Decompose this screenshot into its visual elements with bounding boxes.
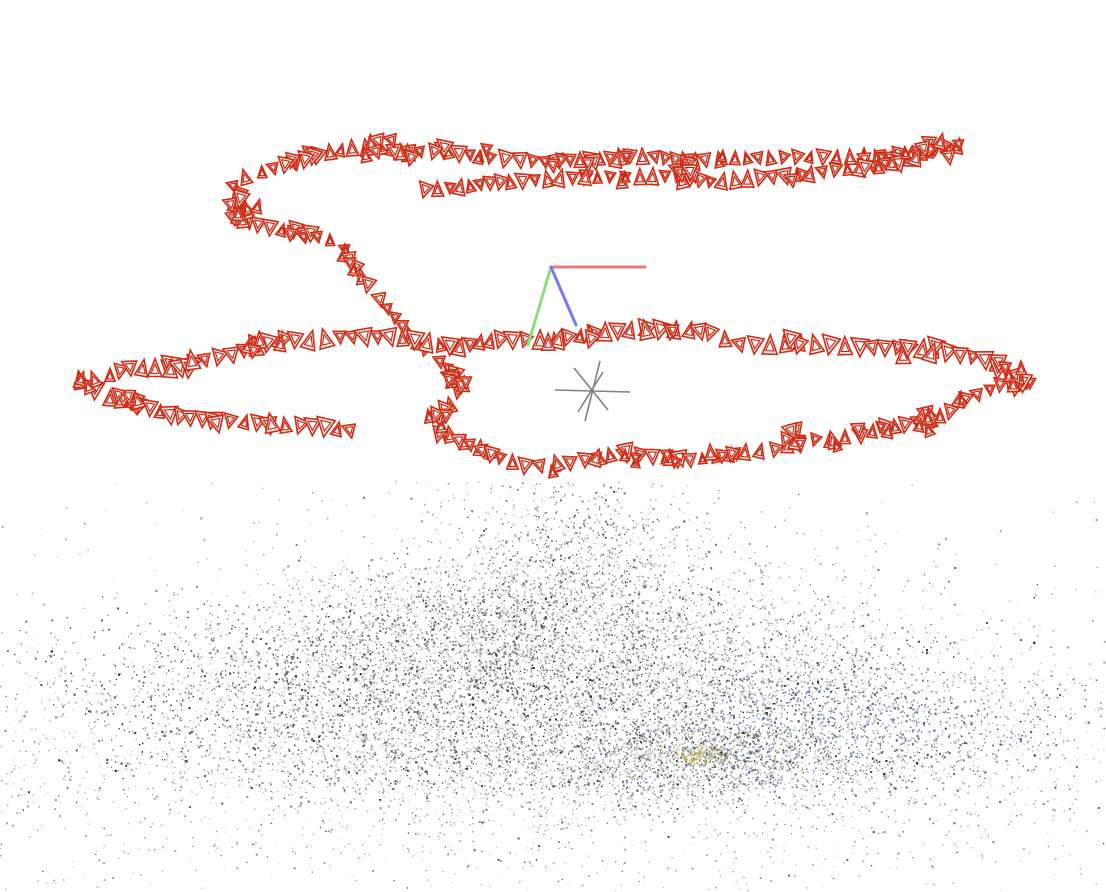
camera-frustum-icon xyxy=(851,338,869,357)
camera-frustum-icon xyxy=(788,149,804,166)
camera-frustum-icon xyxy=(808,433,822,448)
camera-frustum-icon xyxy=(634,169,647,185)
camera-frustum-icon xyxy=(840,430,851,444)
camera-frustum-icon xyxy=(516,457,534,475)
camera-frustum-icon xyxy=(877,340,893,357)
camera-frustum-icon xyxy=(525,154,539,169)
camera-frustum-icon xyxy=(342,423,358,440)
camera-frustum-icon xyxy=(644,448,660,465)
camera-frustum-icon xyxy=(659,170,670,182)
camera-frustum-icon xyxy=(819,334,840,356)
camera-frustum-icon xyxy=(844,149,857,165)
camera-frustum-icon xyxy=(315,327,334,349)
camera-frustum-icon xyxy=(237,168,252,186)
camera-frustum-icon xyxy=(566,172,578,185)
camera-frustum-icon xyxy=(529,174,541,187)
camera-frustum-icon xyxy=(984,384,995,396)
camera-frustum-icon xyxy=(751,151,766,166)
camera-frustum-icon xyxy=(729,151,740,165)
camera-frustum-icon xyxy=(816,165,830,179)
pivot-marker xyxy=(555,361,630,421)
camera-frustum-icon xyxy=(715,171,731,190)
camera-frustum-icon xyxy=(645,167,659,185)
camera-frustum-icon xyxy=(828,163,843,178)
camera-frustum-icon xyxy=(335,143,347,157)
camera-frustum-icon xyxy=(251,198,265,214)
camera-frustum-icon xyxy=(354,326,376,349)
camera-frustum-icon xyxy=(806,333,825,355)
camera-frustum-icon xyxy=(532,458,548,475)
camera-frustum-icon xyxy=(704,444,717,460)
point-cloud xyxy=(0,481,1105,892)
camera-trajectory xyxy=(71,132,1035,478)
camera-frustum-icon xyxy=(741,151,753,165)
camera-frustum-icon xyxy=(222,413,238,430)
camera-frustum-icon xyxy=(257,166,267,178)
camera-frustum-icon xyxy=(763,150,776,165)
camera-frustum-icon xyxy=(503,331,521,350)
camera-frustum-icon xyxy=(593,171,602,183)
z-axis xyxy=(551,267,576,325)
camera-frustum-icon xyxy=(804,150,815,163)
camera-frustum-icon xyxy=(746,336,764,355)
camera-frustum-icon xyxy=(762,335,778,355)
camera-frustum-icon xyxy=(431,181,443,196)
camera-frustum-icon xyxy=(831,150,843,164)
camera-frustum-icon xyxy=(105,368,115,381)
camera-frustum-icon xyxy=(952,347,968,364)
camera-frustum-icon xyxy=(278,416,292,433)
camera-frustum-icon xyxy=(345,139,359,156)
camera-frustum-icon xyxy=(266,161,280,176)
camera-frustum-icon xyxy=(238,414,252,430)
camera-frustum-icon xyxy=(718,330,731,346)
camera-frustum-icon xyxy=(753,442,767,459)
camera-frustum-icon xyxy=(1016,361,1027,375)
camera-frustum-icon xyxy=(731,336,748,354)
camera-frustum-icon xyxy=(776,151,790,166)
camera-frustum-icon xyxy=(148,359,162,377)
camera-frustum-icon xyxy=(741,170,755,187)
camera-frustum-icon xyxy=(300,328,319,350)
camera-frustum-icon xyxy=(767,442,783,458)
camera-frustum-icon xyxy=(325,234,334,246)
camera-frustum-icon xyxy=(507,454,519,469)
camera-frustum-icon xyxy=(604,171,616,183)
